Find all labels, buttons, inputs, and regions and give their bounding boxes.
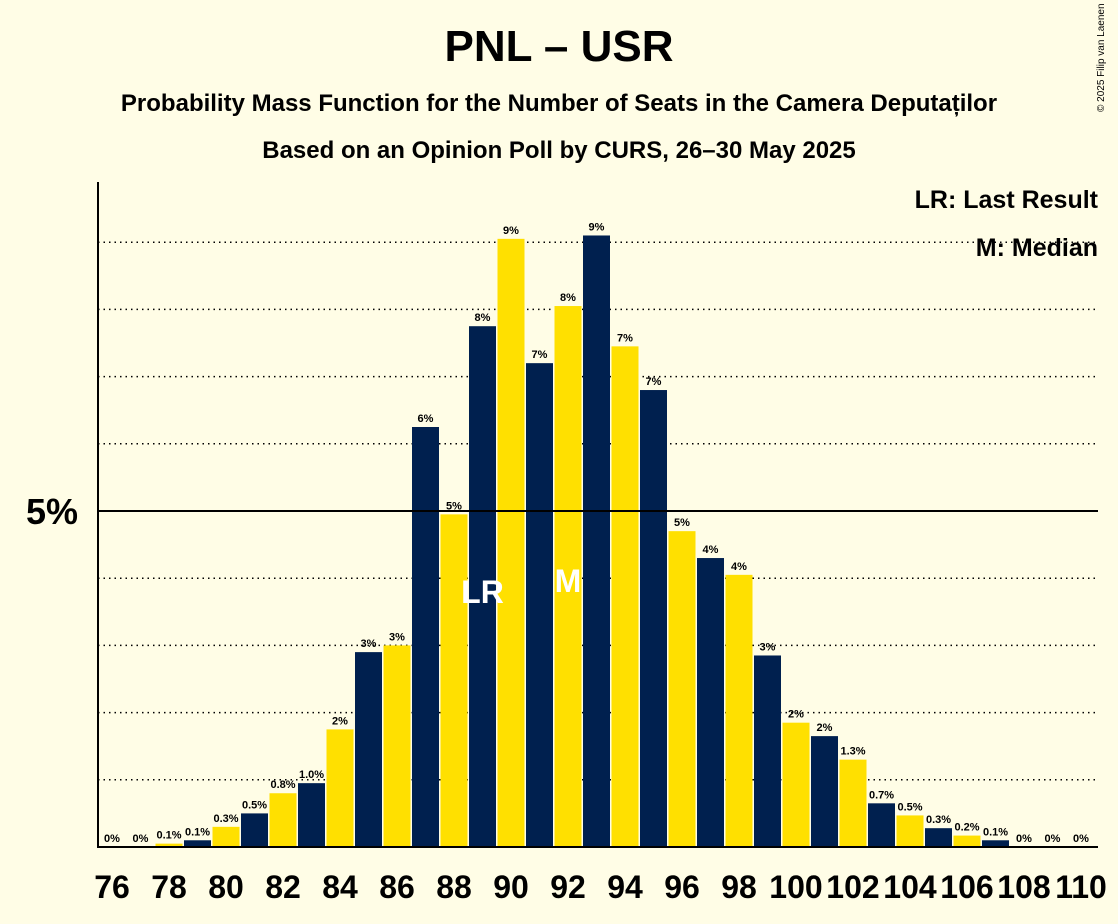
data-label-seat-81: 0.5% [242,799,267,811]
bar-seat-88 [440,514,468,847]
x-tick-label-104: 104 [883,869,937,905]
data-label-seat-109: 0% [1045,833,1061,845]
last-result-marker: LR [461,574,504,610]
data-label-seat-108: 0% [1016,833,1032,845]
chart-title: PNL – USR [444,22,674,71]
bar-seat-95 [640,390,667,847]
bar-seat-106 [953,835,981,847]
x-tick-label-86: 86 [379,869,415,905]
data-label-seat-77: 0% [133,833,149,845]
data-label-seat-101: 2% [817,722,833,734]
data-label-seat-83: 1.0% [299,769,324,781]
data-label-seat-79: 0.1% [185,826,210,838]
x-tick-label-78: 78 [151,869,187,905]
data-label-seat-104: 0.5% [897,801,922,813]
bar-seat-96 [668,531,696,847]
bar-seat-86 [383,645,411,847]
x-tick-label-110: 110 [1055,869,1107,905]
bar-seat-100 [782,722,810,847]
data-label-seat-95: 7% [646,376,662,388]
bar-seat-107 [982,840,1009,847]
data-label-seat-91: 7% [532,349,548,361]
bar-seat-99 [754,655,781,847]
x-tick-label-106: 106 [940,869,993,905]
x-tick-label-96: 96 [664,869,700,905]
bar-seat-79 [184,840,211,847]
bar-seat-102 [839,759,867,847]
x-tick-label-82: 82 [265,869,301,905]
chart-source: Based on an Opinion Poll by CURS, 26–30 … [262,137,856,164]
bar-seat-101 [811,736,838,847]
x-tick-label-94: 94 [607,869,643,905]
chart-subtitle: Probability Mass Function for the Number… [120,90,998,117]
bar-seat-104 [896,815,924,847]
data-label-seat-76: 0% [104,833,120,845]
legend-last-result: LR: Last Result [914,186,1098,214]
y-tick-label: 5% [26,491,78,532]
bar-seat-92 [554,306,582,847]
data-label-seat-82: 0.8% [270,779,295,791]
data-label-seat-94: 7% [617,332,633,344]
bar-seat-93 [583,235,610,848]
data-label-seat-92: 8% [560,292,576,304]
bar-seat-91 [526,363,553,847]
bar-seat-83 [298,783,325,847]
bar-seat-89 [469,326,496,847]
x-tick-label-80: 80 [208,869,244,905]
bar-seat-105 [925,828,952,847]
x-tick-label-88: 88 [436,869,472,905]
bar-seat-84 [326,729,354,847]
data-label-seat-100: 2% [788,709,804,721]
x-tick-label-84: 84 [322,869,358,905]
data-label-seat-85: 3% [361,638,377,650]
median-marker: M [555,563,582,599]
x-tick-label-108: 108 [997,869,1050,905]
legend-median: M: Median [975,234,1098,262]
data-label-seat-84: 2% [332,715,348,727]
x-tick-label-102: 102 [826,869,879,905]
data-label-seat-78: 0.1% [156,830,181,842]
x-tick-label-98: 98 [721,869,757,905]
data-label-seat-98: 4% [731,561,747,573]
data-label-seat-96: 5% [674,517,690,529]
data-label-seat-107: 0.1% [983,826,1008,838]
bar-seat-98 [725,574,753,847]
data-label-seat-89: 8% [475,312,491,324]
x-tick-label-92: 92 [550,869,586,905]
data-label-seat-86: 3% [389,631,405,643]
bar-seat-90 [497,238,525,848]
data-label-seat-105: 0.3% [926,814,951,826]
x-tick-label-90: 90 [493,869,529,905]
data-label-seat-93: 9% [589,221,605,233]
x-tick-label-76: 76 [94,869,130,905]
data-label-seat-90: 9% [503,225,519,237]
bar-seat-103 [868,803,895,847]
bar-seat-82 [269,793,297,847]
data-label-seat-103: 0.7% [869,789,894,801]
data-label-seat-97: 4% [703,544,719,556]
bar-seat-81 [241,813,268,847]
bar-seat-80 [212,826,240,847]
data-label-seat-80: 0.3% [213,813,238,825]
bar-seat-78 [155,843,183,847]
bar-seat-85 [355,652,382,847]
data-label-seat-88: 5% [446,500,462,512]
data-label-seat-106: 0.2% [954,822,979,834]
x-tick-label-100: 100 [769,869,822,905]
data-label-seat-87: 6% [418,413,434,425]
bar-seat-87 [412,427,439,847]
data-label-seat-102: 1.3% [840,746,865,758]
bar-seat-97 [697,558,724,847]
bar-seat-94 [611,346,639,847]
data-label-seat-110: 0% [1073,833,1089,845]
data-label-seat-99: 3% [760,641,776,653]
